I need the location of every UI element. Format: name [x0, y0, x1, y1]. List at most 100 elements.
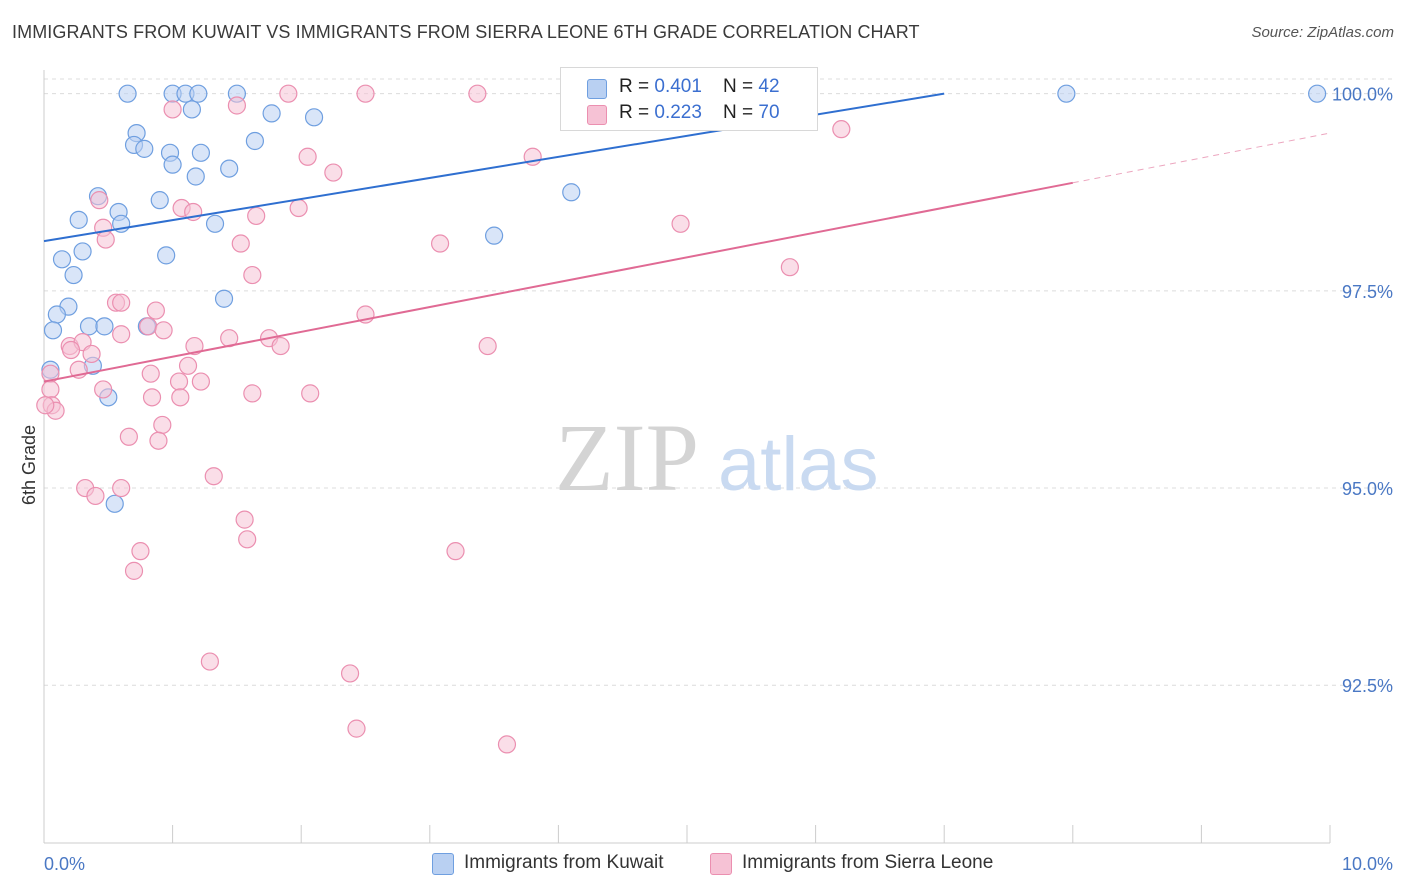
point-kuwait-35	[95, 317, 114, 336]
point-kuwait-9	[304, 108, 324, 127]
point-kuwait-30	[64, 265, 83, 285]
point-sierra-leone-55	[204, 467, 223, 486]
legend-swatch-kuwait	[587, 79, 607, 99]
x-tick-label-right: 10.0%	[1342, 854, 1393, 874]
point-sierra-leone-57	[112, 478, 131, 498]
point-sierra-leone-22	[112, 293, 131, 312]
point-kuwait-37	[43, 321, 63, 340]
watermark-atlas: atlas	[718, 422, 879, 507]
point-sierra-leone-59	[235, 510, 254, 529]
y-tick-labels: 100.0% 97.5% 95.0% 92.5%	[1332, 85, 1393, 697]
y-tick-label-2: 95.0%	[1342, 479, 1393, 499]
point-sierra-leone-37	[178, 356, 198, 375]
point-kuwait-3	[189, 84, 208, 103]
point-sierra-leone-25	[139, 317, 158, 336]
y-tick-label-0: 100.0%	[1332, 85, 1393, 105]
point-sierra-leone-16	[96, 230, 115, 249]
trend-line-sierra-leone	[43, 181, 1073, 383]
point-sierra-leone-1	[356, 84, 375, 103]
point-sierra-leone-53	[119, 427, 138, 446]
point-sierra-leone-27	[112, 325, 131, 344]
point-kuwait-12	[245, 131, 265, 151]
bottom-legend-swatch-sierra-leone	[710, 853, 732, 875]
point-kuwait-6	[1308, 84, 1327, 103]
point-sierra-leone-13	[247, 206, 266, 226]
point-sierra-leone-40	[141, 364, 160, 383]
trend-line-sierra-leone-extension	[1072, 132, 1331, 184]
point-sierra-leone-67	[497, 735, 517, 754]
point-sierra-leone-47	[142, 388, 162, 407]
point-sierra-leone-65	[340, 664, 360, 683]
watermark-zip: ZIP	[555, 404, 699, 511]
point-kuwait-7	[182, 100, 201, 119]
point-kuwait-17	[220, 159, 239, 178]
axes	[43, 70, 1331, 844]
point-kuwait-33	[47, 305, 66, 324]
point-kuwait-41	[105, 494, 124, 513]
source-label: Source: ZipAtlas.com	[1251, 24, 1394, 41]
point-sierra-leone-34	[478, 336, 497, 356]
point-sierra-leone-32	[185, 336, 204, 356]
point-sierra-leone-54	[149, 431, 168, 450]
point-kuwait-8	[262, 104, 281, 123]
point-sierra-leone-18	[430, 234, 450, 253]
point-sierra-leone-60	[238, 530, 257, 549]
point-kuwait-21	[150, 191, 169, 210]
bottom-legend-label-kuwait: Immigrants from Kuwait	[464, 852, 664, 873]
point-sierra-leone-35	[82, 344, 101, 364]
point-sierra-leone-66	[347, 719, 366, 738]
point-kuwait-25	[205, 214, 225, 233]
point-kuwait-29	[52, 250, 72, 269]
y-axis-title: 6th Grade	[19, 425, 39, 505]
watermark: ZIP atlas	[555, 404, 879, 511]
point-kuwait-15	[191, 143, 210, 162]
point-sierra-leone-19	[780, 258, 799, 277]
point-sierra-leone-17	[231, 234, 250, 253]
point-sierra-leone-43	[41, 380, 60, 399]
point-sierra-leone-41	[169, 372, 189, 391]
point-sierra-leone-8	[324, 163, 343, 182]
point-kuwait-28	[157, 246, 176, 265]
point-sierra-leone-2	[468, 84, 487, 103]
point-kuwait-27	[73, 242, 92, 261]
chart-title: IMMIGRANTS FROM KUWAIT VS IMMIGRANTS FRO…	[12, 22, 920, 42]
data-points	[36, 84, 1327, 754]
point-sierra-leone-58	[86, 486, 105, 506]
point-sierra-leone-33	[61, 340, 81, 360]
point-sierra-leone-12	[289, 198, 308, 218]
point-kuwait-0	[118, 84, 137, 103]
bottom-legend-label-sierra-leone: Immigrants from Sierra Leone	[742, 852, 994, 873]
point-kuwait-5	[1057, 84, 1076, 103]
point-sierra-leone-52	[153, 415, 172, 435]
y-tick-label-3: 92.5%	[1342, 676, 1393, 696]
point-sierra-leone-4	[163, 100, 182, 119]
point-sierra-leone-42	[191, 372, 210, 391]
point-kuwait-26	[485, 226, 504, 245]
point-sierra-leone-6	[298, 147, 317, 166]
point-sierra-leone-20	[243, 265, 262, 285]
legend-swatch-sierra-leone	[587, 105, 607, 125]
point-sierra-leone-14	[671, 214, 690, 233]
point-sierra-leone-45	[243, 384, 262, 403]
point-sierra-leone-23	[146, 301, 165, 320]
point-sierra-leone-61	[446, 542, 465, 561]
point-sierra-leone-46	[301, 384, 320, 403]
point-sierra-leone-0	[279, 84, 298, 103]
point-sierra-leone-9	[90, 191, 109, 210]
stats-legend: R = 0.401 N = 42 R = 0.223 N = 70	[560, 67, 818, 131]
point-sierra-leone-48	[171, 388, 190, 407]
point-sierra-leone-26	[154, 321, 173, 340]
gridlines	[44, 78, 1393, 686]
point-sierra-leone-51	[36, 396, 55, 415]
point-sierra-leone-3	[227, 96, 246, 115]
bottom-legend-swatch-kuwait	[432, 853, 454, 875]
point-kuwait-19	[562, 183, 581, 202]
point-kuwait-16	[163, 155, 182, 174]
point-sierra-leone-63	[124, 561, 144, 580]
y-tick-label-1: 97.5%	[1342, 282, 1393, 302]
point-sierra-leone-36	[271, 336, 290, 356]
point-kuwait-31	[214, 289, 234, 308]
point-kuwait-23	[69, 210, 88, 229]
point-sierra-leone-44	[94, 380, 113, 399]
